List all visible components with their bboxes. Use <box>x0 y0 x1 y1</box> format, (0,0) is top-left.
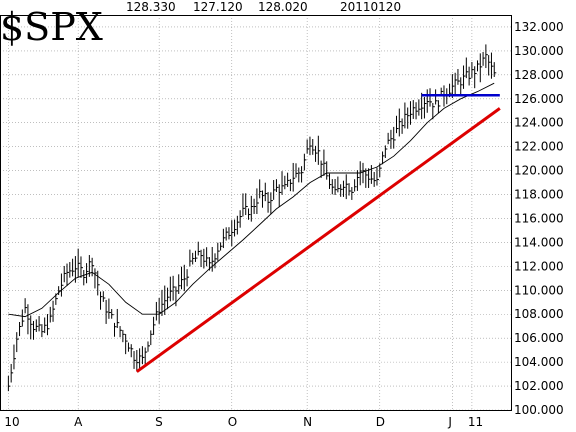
x-month-label: 10 <box>4 415 19 429</box>
y-tick-label: 100.000 <box>514 403 564 417</box>
y-tick-label: 120.000 <box>514 164 564 178</box>
y-tick-label: 108.000 <box>514 307 564 321</box>
y-tick-label: 122.000 <box>514 140 564 154</box>
header-close: 128.020 <box>258 0 308 14</box>
y-tick-label: 130.000 <box>514 44 564 58</box>
y-tick-label: 114.000 <box>514 235 564 249</box>
header-low: 127.120 <box>193 0 243 14</box>
x-month-label: S <box>155 415 163 429</box>
price-bars <box>7 44 497 392</box>
y-tick-label: 126.000 <box>514 92 564 106</box>
x-axis-month-labels: 10 A S O N D J 11 <box>4 415 483 429</box>
x-month-label: J <box>447 415 452 429</box>
y-axis-tick-labels: 100.000 102.000 104.000 106.000 108.000 110.0… <box>514 20 564 417</box>
y-tick-label: 104.000 <box>514 355 564 369</box>
grid <box>0 15 511 411</box>
plot-frame <box>0 15 512 411</box>
y-tick-label: 124.000 <box>514 116 564 130</box>
y-tick-label: 128.000 <box>514 68 564 82</box>
header-high: 128.330 <box>126 0 176 14</box>
x-month-label: N <box>303 415 312 429</box>
header-date: 20110120 <box>340 0 401 14</box>
y-tick-label: 112.000 <box>514 259 564 273</box>
x-month-label: A <box>74 415 83 429</box>
y-tick-label: 106.000 <box>514 331 564 345</box>
trendlines <box>135 93 501 373</box>
y-tick-label: 116.000 <box>514 211 564 225</box>
x-month-label: 11 <box>468 415 483 429</box>
y-tick-label: 110.000 <box>514 283 564 297</box>
x-month-label: D <box>376 415 385 429</box>
x-month-label: O <box>228 415 237 429</box>
chart-title: $SPX <box>0 5 103 49</box>
y-tick-label: 132.000 <box>514 20 564 34</box>
y-tick-label: 102.000 <box>514 379 564 393</box>
y-tick-label: 118.000 <box>514 188 564 202</box>
support-trendline <box>135 107 501 373</box>
